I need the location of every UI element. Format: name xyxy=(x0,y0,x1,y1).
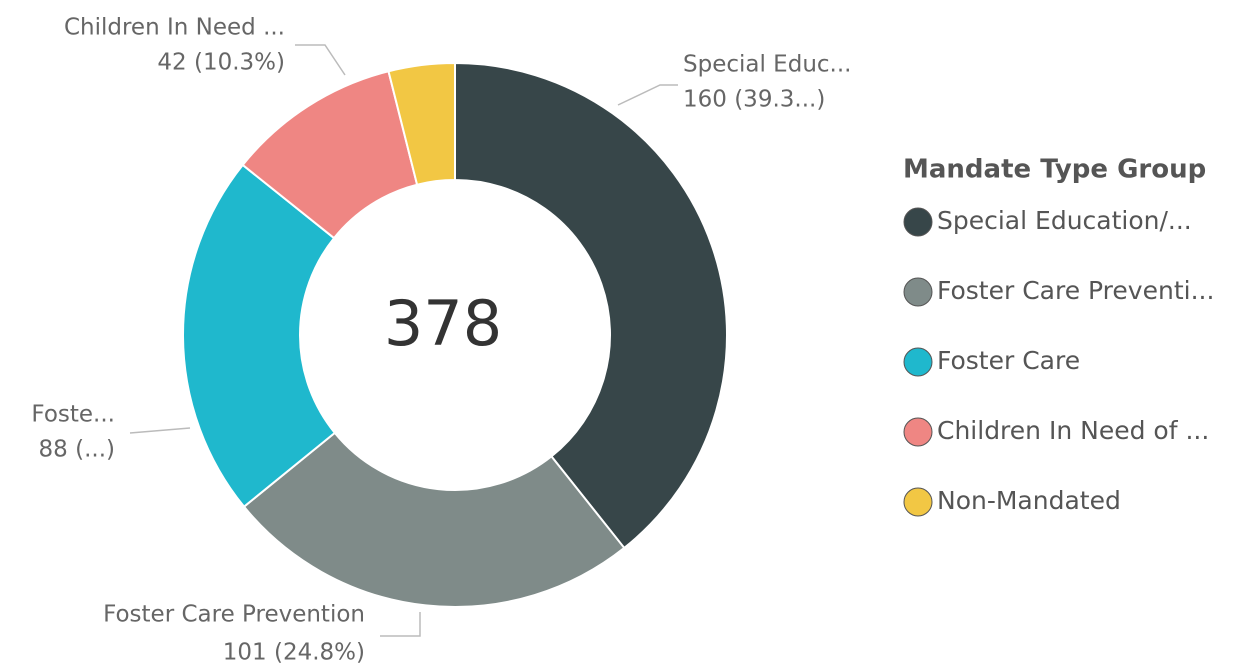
center-label: 378 xyxy=(384,287,502,360)
slice-label: Children In Need ... xyxy=(64,15,285,41)
legend-label: Non-Mandated xyxy=(937,486,1121,515)
leader-line xyxy=(380,612,421,637)
slice-label: Foster Care Prevention xyxy=(103,602,365,628)
legend-swatch xyxy=(903,347,933,377)
slice-label: Special Educ... xyxy=(683,52,851,78)
legend-label: Children In Need of ... xyxy=(937,416,1209,445)
slice xyxy=(387,61,456,186)
legend-label: Foster Care xyxy=(937,346,1080,375)
slice xyxy=(242,431,626,608)
value-label: 160 (39.3...) xyxy=(683,87,825,113)
legend-swatch xyxy=(903,417,933,447)
legend-title: Mandate Type Group xyxy=(903,155,1206,185)
value-label: 88 (...) xyxy=(39,437,115,463)
leader-line xyxy=(129,427,191,434)
slice xyxy=(454,61,728,550)
legend-swatch xyxy=(903,277,933,307)
legend-label: Special Education/... xyxy=(937,206,1192,235)
leader-line xyxy=(295,44,346,76)
leader-line xyxy=(617,84,678,106)
legend-swatch xyxy=(903,207,933,237)
slice xyxy=(182,163,337,509)
value-label: 101 (24.8%) xyxy=(223,640,365,666)
value-label: 42 (10.3%) xyxy=(157,50,285,76)
slice-label: Foste... xyxy=(31,402,115,428)
legend-swatch xyxy=(903,487,933,517)
legend-label: Foster Care Preventi... xyxy=(937,276,1214,305)
